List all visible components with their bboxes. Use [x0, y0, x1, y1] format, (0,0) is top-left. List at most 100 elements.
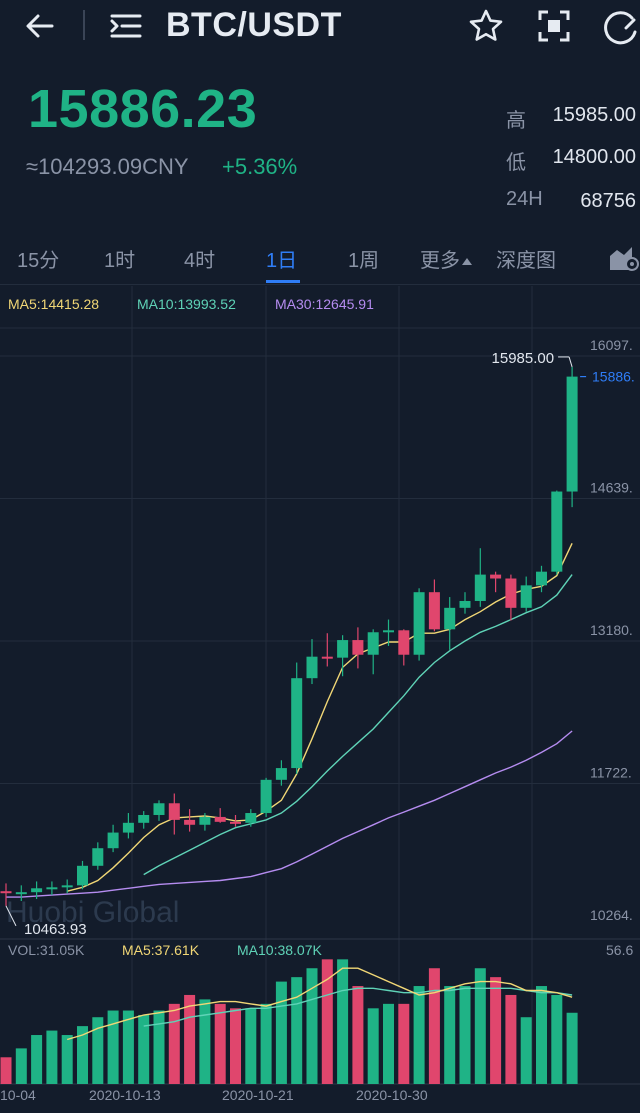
candle-body: [260, 779, 272, 814]
vol-ma5-line: [67, 967, 573, 1041]
low-label: 低: [506, 152, 526, 174]
min-price-label: 10463.93: [24, 921, 87, 938]
min-price-pointer: [5, 905, 17, 927]
candle-body: [321, 656, 333, 659]
candle-body: [153, 803, 165, 815]
volume-bar: [92, 1017, 104, 1084]
tab-depth[interactable]: 深度图: [496, 250, 556, 272]
tab-more[interactable]: 更多: [420, 244, 472, 273]
y-tick-label: 11722.: [590, 765, 632, 781]
volume-bar: [245, 1008, 257, 1084]
volume-bar: [321, 959, 333, 1084]
candle-body: [245, 813, 257, 823]
volume-bar: [413, 986, 425, 1084]
menu-list-icon[interactable]: [108, 10, 144, 42]
refresh-icon[interactable]: [600, 8, 640, 48]
candle-body: [551, 491, 563, 572]
high-value: 15985.00: [552, 104, 636, 126]
candle-body: [367, 632, 379, 655]
price-cny: ≈104293.09CNY: [26, 154, 189, 179]
candle-body: [230, 821, 241, 824]
candle-body: [138, 814, 150, 823]
candle-body: [107, 832, 119, 849]
max-price-label: 15985.00: [492, 350, 555, 367]
tab-4h[interactable]: 4时: [184, 250, 216, 272]
tab-15m[interactable]: 15分: [17, 250, 60, 272]
candle-body: [459, 600, 471, 608]
volume-bar: [306, 968, 318, 1084]
max-price-pointer: [568, 356, 573, 368]
chart-settings-icon[interactable]: [608, 242, 640, 272]
x-axis-label: 2020-10-21: [222, 1087, 294, 1103]
candle-body: [490, 574, 502, 579]
candle-body: [474, 574, 486, 601]
tab-1w[interactable]: 1周: [348, 250, 380, 272]
candle-body: [77, 865, 88, 886]
volume-bar: [398, 1003, 410, 1084]
candle-body: [566, 376, 578, 492]
kline-chart[interactable]: 16097. 14639. 13180. 11722. 10264. 56.6 Huobi …: [0, 285, 640, 1085]
vol-legend: VOL:31.05K: [8, 942, 85, 958]
candle-body: [505, 578, 517, 608]
volume-bar: [505, 994, 517, 1084]
volume-bar: [490, 977, 502, 1084]
tab-1h[interactable]: 1时: [104, 250, 136, 272]
volume-bar: [367, 1008, 379, 1084]
volume-bar: [291, 977, 303, 1084]
y-tick-label: 14639.: [590, 479, 633, 495]
volume-bar: [77, 1026, 88, 1084]
volume-bar: [428, 968, 440, 1084]
tab-1d[interactable]: 1日: [266, 250, 298, 272]
watermark: Huobi Global: [6, 896, 179, 929]
volume-bar: [474, 968, 486, 1084]
volume-bar: [153, 1010, 165, 1084]
volume-bar: [61, 1035, 73, 1084]
volume-bar: [230, 1008, 241, 1084]
ma10-line: [143, 574, 573, 876]
candle-body: [398, 630, 410, 655]
tab-more-label: 更多: [420, 250, 460, 272]
ma5-line: [67, 543, 573, 892]
volume-bar: [383, 1003, 394, 1084]
candle-body: [184, 819, 196, 825]
volume-bar: [275, 981, 287, 1084]
last-price: 15886.23: [28, 79, 258, 139]
candle-body: [291, 678, 303, 769]
ma5-legend: MA5:14415.28: [8, 296, 100, 312]
candle-body: [337, 640, 349, 658]
candle-body: [444, 607, 456, 630]
candle-body: [0, 891, 12, 894]
vol-axis-max-label: 56.6: [606, 942, 633, 958]
star-icon[interactable]: [468, 8, 504, 44]
y-tick-label: 16097.: [590, 337, 633, 353]
top-bar: BTC/USDT: [0, 0, 640, 52]
volume-bar: [551, 994, 563, 1084]
ma30-legend: MA30:12645.91: [275, 296, 374, 312]
back-arrow-icon[interactable]: [22, 8, 58, 44]
volume-bar: [184, 994, 196, 1084]
volume-bar: [459, 986, 471, 1084]
candle-body: [61, 885, 73, 888]
scan-icon[interactable]: [536, 8, 572, 44]
interval-tabs: 15分 1时 4时 1日 1周 更多 深度图: [0, 236, 640, 285]
volume-bar: [107, 1010, 119, 1084]
volume-bar: [199, 999, 211, 1084]
volume-bar: [260, 1003, 272, 1084]
low-value: 14800.00: [552, 146, 636, 168]
volume-bar: [138, 1014, 150, 1084]
x-axis-label: 2020-10-30: [356, 1087, 428, 1103]
vol-ma10-legend: MA10:38.07K: [237, 942, 322, 958]
ma10-legend: MA10:13993.52: [137, 296, 236, 312]
volume-24h-value: 68756: [580, 190, 636, 212]
candle-body: [214, 816, 226, 822]
volume-bar: [122, 1010, 134, 1084]
candle-body: [92, 848, 104, 866]
volume-bar: [566, 1012, 578, 1084]
volume-24h-label: 24H: [506, 188, 543, 210]
volume-bar: [352, 986, 364, 1084]
volume-bar: [214, 1003, 226, 1084]
trading-pair-title[interactable]: BTC/USDT: [166, 6, 342, 44]
candle-body: [536, 571, 547, 586]
volume-bar: [15, 1048, 27, 1084]
candle-body: [275, 768, 287, 780]
